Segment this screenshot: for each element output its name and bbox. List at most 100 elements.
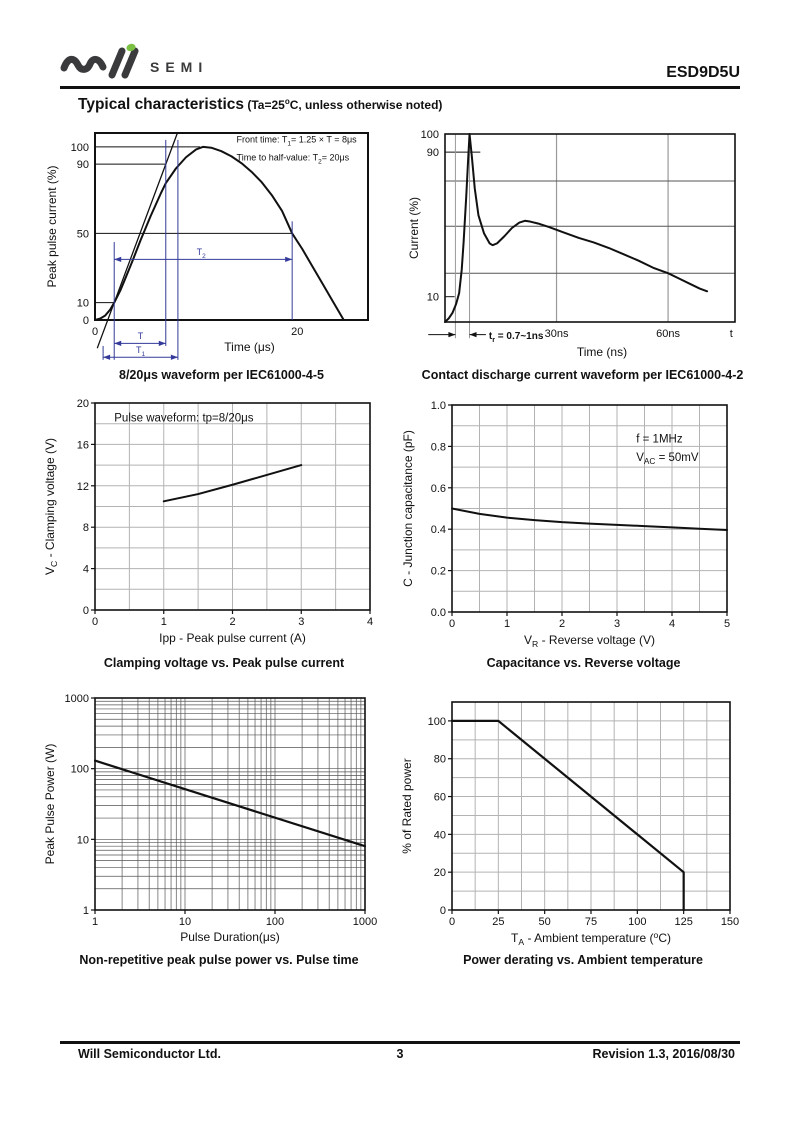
footer-company: Will Semiconductor Ltd. bbox=[78, 1047, 221, 1061]
svg-text:125: 125 bbox=[674, 916, 692, 928]
logo-wave-mark bbox=[60, 55, 107, 73]
svg-text:Time to half-value: T2= 20μs: Time to half-value: T2= 20μs bbox=[237, 153, 350, 166]
svg-text:Front time: T1= 1.25 × T = 8μs: Front time: T1= 1.25 × T = 8μs bbox=[237, 135, 358, 148]
svg-text:2: 2 bbox=[559, 618, 565, 630]
svg-text:90: 90 bbox=[77, 159, 89, 171]
svg-text:30ns: 30ns bbox=[545, 328, 569, 340]
figure-contact-discharge: 30ns 60ns t 100 90 10 Time (ns) Current (%) tr =… bbox=[405, 123, 760, 382]
section-title: Typical characteristics (Ta=25oC, unless… bbox=[78, 96, 442, 114]
figure-peak-pulse-power: 1 10 100 1000 1 10 100 1000 Pulse Duration(μs) Pe… bbox=[40, 688, 390, 967]
svg-text:1: 1 bbox=[92, 916, 98, 928]
svg-text:Peak pulse current (%): Peak pulse current (%) bbox=[45, 165, 59, 287]
svg-text:100: 100 bbox=[71, 764, 89, 776]
svg-text:T2: T2 bbox=[197, 247, 207, 260]
svg-text:t: t bbox=[730, 328, 733, 340]
willsemi-logo: SEMI bbox=[60, 43, 202, 79]
svg-text:tr = 0.7~1ns: tr = 0.7~1ns bbox=[489, 331, 544, 344]
svg-text:f = 1MHz: f = 1MHz bbox=[636, 433, 683, 445]
svg-text:4: 4 bbox=[367, 616, 373, 628]
svg-text:4: 4 bbox=[669, 618, 675, 630]
svg-text:3: 3 bbox=[298, 616, 304, 628]
svg-text:90: 90 bbox=[427, 147, 439, 159]
svg-text:12: 12 bbox=[77, 481, 89, 493]
svg-text:4: 4 bbox=[83, 564, 89, 576]
svg-text:TA - Ambient temperature (oC): TA - Ambient temperature (oC) bbox=[511, 930, 671, 947]
svg-text:25: 25 bbox=[492, 916, 504, 928]
logo-green-dot bbox=[126, 43, 136, 52]
svg-text:100: 100 bbox=[421, 129, 439, 141]
section-title-condition: (Ta=25oC, unless otherwise noted) bbox=[244, 97, 443, 112]
svg-text:% of Rated power: % of Rated power bbox=[400, 758, 414, 853]
svg-text:60: 60 bbox=[434, 792, 446, 804]
capacitance-curve-series bbox=[451, 507, 728, 532]
svg-text:3: 3 bbox=[614, 618, 620, 630]
svg-text:Peak Pulse Power (W): Peak Pulse Power (W) bbox=[43, 744, 57, 865]
svg-text:100: 100 bbox=[71, 142, 89, 154]
svg-text:20: 20 bbox=[434, 867, 446, 879]
svg-text:Time (ns): Time (ns) bbox=[577, 345, 627, 359]
svg-text:0: 0 bbox=[92, 326, 98, 338]
pulse-waveform-series bbox=[94, 145, 345, 321]
svg-text:0.0: 0.0 bbox=[431, 607, 446, 619]
svg-text:0: 0 bbox=[449, 916, 455, 928]
svg-text:1.0: 1.0 bbox=[431, 400, 446, 412]
capacitance-chart: 0 1 2 3 4 5 0.0 0.2 0.4 0.6 0.8 1.0 VR - Reverse vol… bbox=[401, 400, 730, 649]
svg-text:0: 0 bbox=[440, 905, 446, 917]
figure-caption-waveform-8-20: 8/20μs waveform per IEC61000-4-5 bbox=[119, 368, 324, 382]
svg-text:T: T bbox=[138, 331, 144, 341]
svg-text:1000: 1000 bbox=[65, 693, 89, 705]
svg-text:Pulse Duration(μs): Pulse Duration(μs) bbox=[180, 930, 280, 944]
figure-clamping-voltage: 0 1 2 3 4 0 4 8 12 16 20 Ipp - Peak pulse current (… bbox=[40, 393, 390, 670]
svg-text:0: 0 bbox=[449, 618, 455, 630]
figure-caption-contact-discharge: Contact discharge current waveform per I… bbox=[421, 368, 744, 382]
svg-text:50: 50 bbox=[77, 228, 89, 240]
svg-text:0: 0 bbox=[83, 605, 89, 617]
svg-text:0: 0 bbox=[83, 315, 89, 327]
peak-pulse-power-chart: 1 10 100 1000 1 10 100 1000 Pulse Duration(μs) Pe… bbox=[43, 693, 377, 944]
figure-caption-peak-pulse-power: Non-repetitive peak pulse power vs. Puls… bbox=[79, 953, 359, 967]
svg-text:20: 20 bbox=[77, 398, 89, 410]
svg-text:Current (%): Current (%) bbox=[407, 197, 421, 259]
svg-text:1: 1 bbox=[504, 618, 510, 630]
figure-power-derating: 0 25 50 75 100 125 150 0 20 40 60 80 100 TA - Ambient… bbox=[400, 688, 750, 967]
svg-text:100: 100 bbox=[428, 716, 446, 728]
svg-text:0.6: 0.6 bbox=[431, 483, 446, 495]
power-derating-chart: 0 25 50 75 100 125 150 0 20 40 60 80 100 TA - Ambient… bbox=[400, 701, 739, 947]
figure-capacitance: 0 1 2 3 4 5 0.0 0.2 0.4 0.6 0.8 1.0 VR - Reverse vol… bbox=[400, 393, 750, 670]
svg-text:10: 10 bbox=[77, 834, 89, 846]
svg-text:100: 100 bbox=[628, 916, 646, 928]
svg-text:75: 75 bbox=[585, 916, 597, 928]
svg-text:5: 5 bbox=[724, 618, 730, 630]
svg-text:150: 150 bbox=[721, 916, 739, 928]
svg-text:1000: 1000 bbox=[353, 916, 377, 928]
svg-text:100: 100 bbox=[266, 916, 284, 928]
header-rule bbox=[60, 86, 740, 89]
svg-text:16: 16 bbox=[77, 439, 89, 451]
svg-text:10: 10 bbox=[427, 292, 439, 304]
footer-rule bbox=[60, 1041, 740, 1044]
svg-text:80: 80 bbox=[434, 754, 446, 766]
figure-caption-clamping-voltage: Clamping voltage vs. Peak pulse current bbox=[103, 656, 345, 670]
figure-caption-power-derating: Power derating vs. Ambient temperature bbox=[463, 953, 703, 967]
svg-text:20: 20 bbox=[291, 326, 303, 338]
svg-text:0.4: 0.4 bbox=[431, 524, 446, 536]
svg-text:8: 8 bbox=[83, 522, 89, 534]
svg-text:1: 1 bbox=[83, 905, 89, 917]
svg-text:60ns: 60ns bbox=[656, 328, 680, 340]
discharge-current-series bbox=[444, 133, 709, 323]
svg-text:10: 10 bbox=[179, 916, 191, 928]
svg-text:0: 0 bbox=[92, 616, 98, 628]
svg-text:T1: T1 bbox=[136, 345, 146, 358]
svg-text:Ipp - Peak pulse current (A): Ipp - Peak pulse current (A) bbox=[159, 631, 306, 645]
clamping-line-series bbox=[162, 464, 303, 503]
svg-text:C - Junction capacitance (pF): C - Junction capacitance (pF) bbox=[401, 430, 415, 587]
part-number: ESD9D5U bbox=[666, 64, 740, 81]
footer-page-number: 3 bbox=[396, 1047, 404, 1061]
footer-revision: Revision 1.3, 2016/08/30 bbox=[592, 1047, 735, 1061]
svg-text:40: 40 bbox=[434, 829, 446, 841]
svg-text:VAC = 50mV: VAC = 50mV bbox=[636, 452, 699, 466]
logo-slash-1-icon bbox=[108, 47, 126, 79]
svg-text:0.8: 0.8 bbox=[431, 441, 446, 453]
